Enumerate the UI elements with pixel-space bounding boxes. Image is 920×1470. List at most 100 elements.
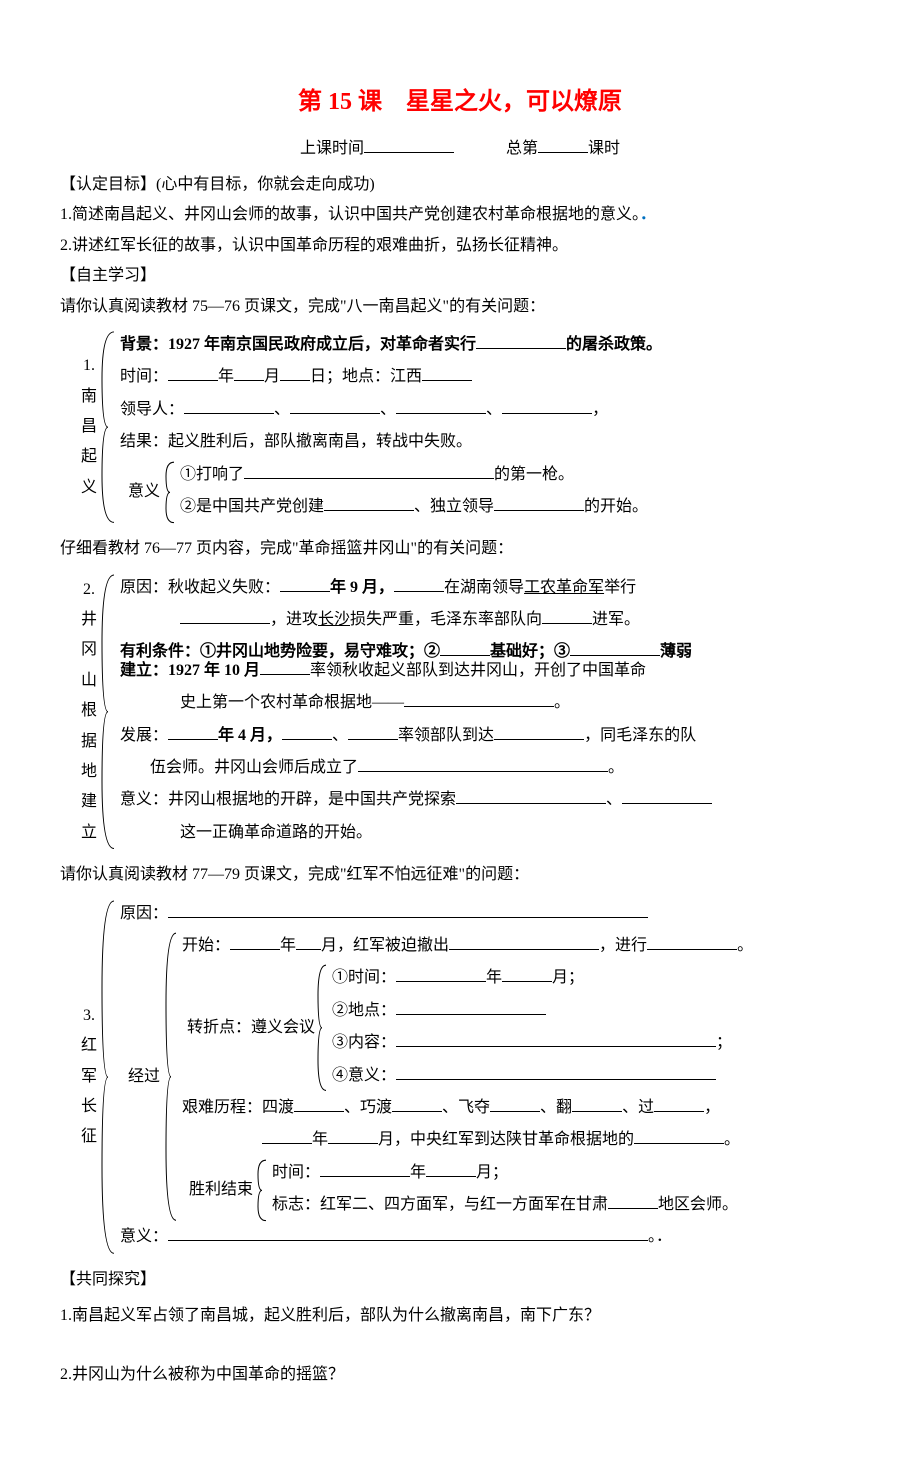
blank[interactable] <box>490 1095 540 1112</box>
blank[interactable] <box>426 1160 476 1177</box>
blank[interactable] <box>280 575 330 592</box>
t: 史上第一个农村革命根据地—— <box>180 694 404 711</box>
blank[interactable] <box>320 1160 410 1177</box>
goal-2: 2.讲述红军长征的故事，认识中国革命历程的艰难曲折，弘扬长征精神。 <box>60 231 860 261</box>
t: 、过 <box>622 1099 654 1116</box>
blank[interactable] <box>168 723 218 740</box>
t: 月； <box>476 1164 508 1181</box>
blank[interactable] <box>396 965 486 982</box>
jinggang-block: 2.井冈山根据地建立 原因：秋收起义失败：年 9 月，在湖南领导工农革命军举行 … <box>78 573 860 851</box>
t: 的第一枪。 <box>494 466 574 483</box>
t: 年 <box>218 368 234 385</box>
blank[interactable] <box>634 1127 724 1144</box>
blank[interactable] <box>608 1192 658 1209</box>
blank[interactable] <box>440 639 490 656</box>
blank[interactable] <box>502 397 592 414</box>
explore-heading: 【共同探究】 <box>60 1265 860 1295</box>
t: ③内容： <box>332 1034 396 1051</box>
blank[interactable] <box>396 1063 716 1080</box>
nc-time-a: 时间： <box>120 368 168 385</box>
t: 时间： <box>272 1164 320 1181</box>
brace-icon <box>100 330 116 524</box>
t: 薄弱 <box>660 643 692 660</box>
blank[interactable] <box>542 607 592 624</box>
blank[interactable] <box>392 1095 442 1112</box>
blank[interactable] <box>244 462 494 479</box>
t: 年 <box>486 969 502 986</box>
t: 年 9 月， <box>330 579 394 596</box>
blank[interactable] <box>622 787 712 804</box>
blank[interactable] <box>234 364 264 381</box>
nanchang-label: 1.南昌起义 <box>78 330 100 524</box>
blank[interactable] <box>654 1095 704 1112</box>
label-period: 课时 <box>588 140 620 157</box>
t: 年 <box>312 1131 328 1148</box>
blank-period-no[interactable] <box>538 136 588 153</box>
nc-bg-a: 背景：1927 年南京国民政府成立后，对革命者实行 <box>120 336 476 353</box>
blank[interactable] <box>294 1095 344 1112</box>
blank[interactable] <box>282 723 332 740</box>
blank[interactable] <box>494 723 584 740</box>
blank[interactable] <box>280 364 310 381</box>
label-total: 总第 <box>506 140 538 157</box>
blank[interactable] <box>394 575 444 592</box>
blank[interactable] <box>570 639 660 656</box>
study-intro-3: 请你认真阅读教材 77—79 页课文，完成"红军不怕远征难"的问题： <box>60 860 860 890</box>
t: 损失严重，毛泽东率部队向 <box>350 611 542 628</box>
blank[interactable] <box>422 364 472 381</box>
zhuan-label: 转折点：遵义会议 <box>186 963 316 1093</box>
nc-leader: 领导人： <box>120 401 184 418</box>
blank[interactable] <box>476 332 566 349</box>
blank-class-time[interactable] <box>364 136 454 153</box>
goal-heading: 【认定目标】(心中有目标，你就会走向成功) <box>60 170 860 200</box>
blank[interactable] <box>502 965 552 982</box>
blank[interactable] <box>180 607 270 624</box>
blank[interactable] <box>296 933 321 950</box>
t: 年 4 月， <box>218 727 282 744</box>
t: 地区会师。 <box>658 1196 738 1213</box>
t: 基础好；③ <box>490 643 570 660</box>
t: ②是中国共产党创建 <box>180 498 324 515</box>
t: ②地点： <box>332 1002 396 1019</box>
brace-icon <box>316 963 328 1093</box>
goal-1: 1.简述南昌起义、井冈山会师的故事，认识中国共产党创建农村革命根据地的意义。． <box>60 200 860 230</box>
t: 举行 <box>604 579 636 596</box>
blank[interactable] <box>328 1127 378 1144</box>
nc-result: 结果：起义胜利后，部队撤离南昌，转战中失败。 <box>120 427 860 457</box>
blank[interactable] <box>396 397 486 414</box>
t: 、翻 <box>540 1099 572 1116</box>
blank[interactable] <box>396 1030 716 1047</box>
blank[interactable] <box>358 755 608 772</box>
changzheng-block: 3.红军长征 原因： 经过 开始：年月，红军被迫撤出，进行。 转折点：遵义会议 … <box>78 899 860 1255</box>
blank[interactable] <box>456 787 606 804</box>
blank[interactable] <box>168 1224 648 1241</box>
t: ，进行 <box>599 937 647 954</box>
t: 月，中央红军到达陕甘革命根据地的 <box>378 1131 634 1148</box>
jingguo-label: 经过 <box>124 931 164 1223</box>
blank[interactable] <box>230 933 280 950</box>
t: 年 <box>280 937 296 954</box>
t: 在湖南领导 <box>444 579 524 596</box>
t: 月 <box>264 368 280 385</box>
t: ①时间： <box>332 969 396 986</box>
t: 有利条件：①井冈山地势险要，易守难攻；② <box>120 643 440 660</box>
cz-label: 3.红军长征 <box>78 899 100 1255</box>
blank[interactable] <box>290 397 380 414</box>
blank[interactable] <box>262 1127 312 1144</box>
t: 日；地点：江西 <box>310 368 422 385</box>
t: 、独立领导 <box>414 498 494 515</box>
blank[interactable] <box>494 494 584 511</box>
blank[interactable] <box>168 364 218 381</box>
blank[interactable] <box>168 901 648 918</box>
blank[interactable] <box>647 933 737 950</box>
blank[interactable] <box>449 933 599 950</box>
t: 艰难历程：四渡 <box>182 1099 294 1116</box>
blank[interactable] <box>324 494 414 511</box>
t: 月，红军被迫撤出 <box>321 937 449 954</box>
blank[interactable] <box>396 998 546 1015</box>
blank[interactable] <box>404 690 554 707</box>
blank[interactable] <box>348 723 398 740</box>
t: 率领部队到达 <box>398 727 494 744</box>
blank[interactable] <box>572 1095 622 1112</box>
blank[interactable] <box>184 397 274 414</box>
